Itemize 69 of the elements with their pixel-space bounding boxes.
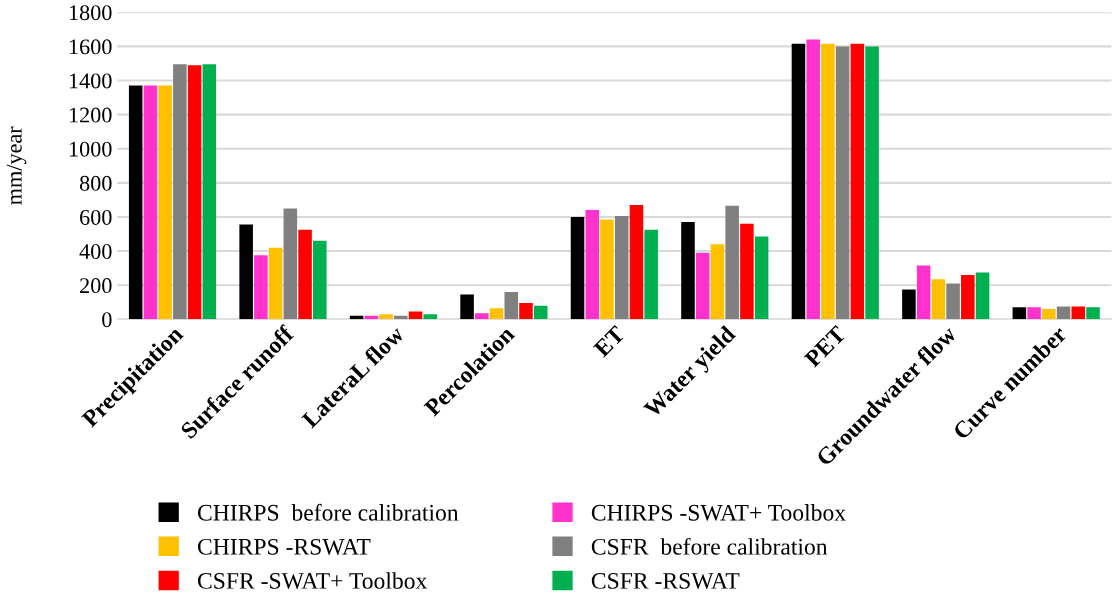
bar — [835, 46, 850, 320]
y-tick-label: 1000 — [69, 141, 112, 157]
bar — [423, 314, 438, 320]
bar — [313, 240, 327, 320]
bar — [460, 294, 474, 320]
legend-label: CSFR -RSWAT — [591, 572, 740, 589]
bar — [644, 229, 658, 320]
bar — [931, 279, 946, 320]
bar — [1086, 307, 1100, 320]
bar — [1071, 306, 1086, 320]
bar — [821, 43, 835, 320]
bar — [379, 314, 393, 320]
bar — [806, 39, 820, 320]
y-tick-label: 200 — [80, 278, 112, 294]
y-tick-label: 1800 — [69, 5, 112, 21]
bar — [475, 313, 489, 320]
bar — [850, 43, 865, 320]
bar — [916, 265, 931, 320]
y-tick-label: 600 — [80, 209, 112, 225]
bar — [681, 222, 695, 320]
bar — [128, 85, 143, 320]
bar — [202, 64, 217, 320]
y-tick-label: 1400 — [69, 73, 112, 89]
bar — [1027, 307, 1041, 320]
bar — [1012, 307, 1027, 320]
bar — [254, 255, 268, 320]
bar — [961, 274, 975, 320]
bar — [946, 283, 960, 320]
legend-label: CHIRPS -RSWAT — [197, 538, 371, 555]
bar — [158, 85, 172, 320]
bar — [600, 219, 614, 320]
bar — [629, 205, 644, 320]
bar — [1056, 306, 1071, 320]
legend-label: CSFR -SWAT+ Toolbox — [197, 572, 428, 589]
y-axis-title: mm/year — [6, 126, 27, 205]
bar — [519, 303, 533, 320]
x-tick-label: ET — [593, 325, 626, 358]
bar — [1042, 309, 1056, 320]
bar — [695, 252, 710, 320]
bar — [489, 308, 504, 320]
y-tick-label: 400 — [79, 243, 112, 259]
bar — [283, 208, 298, 320]
bar — [268, 247, 283, 320]
bar — [533, 305, 548, 320]
bar — [725, 205, 739, 320]
legend-label: CHIRPS -SWAT+ Toolbox — [591, 504, 846, 521]
bar — [298, 229, 312, 320]
legend-label: CSFR before calibration — [591, 537, 828, 555]
bar — [394, 315, 408, 320]
bar — [740, 223, 754, 320]
bar — [710, 244, 725, 320]
bar — [585, 210, 600, 320]
bar — [975, 272, 990, 320]
bar — [187, 65, 202, 320]
y-tick-label: 0 — [102, 312, 112, 328]
bar — [173, 64, 187, 320]
bar — [865, 46, 879, 320]
bar — [143, 85, 158, 320]
bar — [614, 216, 629, 320]
y-tick-label: 1600 — [69, 39, 112, 55]
bar — [570, 216, 585, 320]
bar — [239, 224, 253, 320]
bar — [504, 291, 519, 320]
bar — [754, 236, 769, 320]
y-tick-label: 1200 — [69, 107, 112, 123]
y-tick-label: 800 — [79, 175, 112, 191]
bar — [791, 43, 806, 320]
bar — [902, 289, 916, 320]
legend-label: CHIRPS before calibration — [197, 503, 459, 521]
